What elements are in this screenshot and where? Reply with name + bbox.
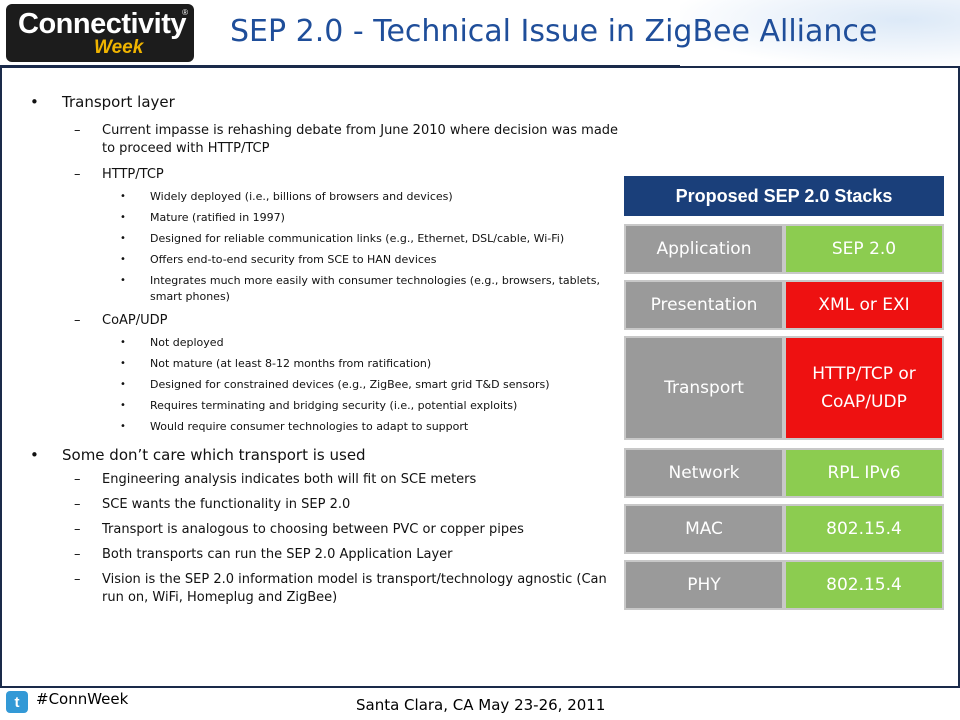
stack-row-mac: MAC 802.15.4 xyxy=(624,504,944,554)
stack-row-network: Network RPL IPv6 xyxy=(624,448,944,498)
stack-row-transport: Transport HTTP/TCP or CoAP/UDP xyxy=(624,336,944,440)
layer-value: 802.15.4 xyxy=(784,560,944,610)
layer-value: SEP 2.0 xyxy=(784,224,944,274)
coap-point: Would require consumer technologies to a… xyxy=(30,419,620,435)
coap-point: Not mature (at least 8-12 months from ra… xyxy=(30,356,620,372)
http-point: Mature (ratified in 1997) xyxy=(30,210,620,226)
layer-name: MAC xyxy=(624,504,784,554)
care-point: Both transports can run the SEP 2.0 Appl… xyxy=(30,546,620,564)
footer-location: Santa Clara, CA May 23-26, 2011 xyxy=(356,696,606,714)
care-point: Transport is analogous to choosing betwe… xyxy=(30,521,620,539)
logo-main-text: Connectivity xyxy=(18,8,187,40)
layer-name: Application xyxy=(624,224,784,274)
layer-value: RPL IPv6 xyxy=(784,448,944,498)
stack-row-application: Application SEP 2.0 xyxy=(624,224,944,274)
connectivity-week-logo: Connectivity Week ® xyxy=(6,4,194,62)
layer-name: Transport xyxy=(624,336,784,440)
coap-point: Requires terminating and bridging securi… xyxy=(30,398,620,414)
http-point: Widely deployed (i.e., billions of brows… xyxy=(30,189,620,205)
bullet-transport-layer: Transport layer xyxy=(30,92,620,112)
stack-row-presentation: Presentation XML or EXI xyxy=(624,280,944,330)
stack-title: Proposed SEP 2.0 Stacks xyxy=(624,176,944,216)
layer-name: PHY xyxy=(624,560,784,610)
logo-trademark: ® xyxy=(182,8,188,17)
bullet-dont-care: Some don’t care which transport is used xyxy=(30,445,620,465)
footer-hashtag: #ConnWeek xyxy=(36,690,129,708)
coap-point: Designed for constrained devices (e.g., … xyxy=(30,377,620,393)
bullet-content: Transport layer Current impasse is rehas… xyxy=(30,92,620,607)
slide-title: SEP 2.0 - Technical Issue in ZigBee Alli… xyxy=(230,14,878,49)
logo-sub-text: Week xyxy=(94,37,144,58)
slide-header: Connectivity Week ® SEP 2.0 - Technical … xyxy=(0,0,960,68)
stack-row-phy: PHY 802.15.4 xyxy=(624,560,944,610)
http-point: Offers end-to-end security from SCE to H… xyxy=(30,252,620,268)
coap-point: Not deployed xyxy=(30,335,620,351)
http-point: Designed for reliable communication link… xyxy=(30,231,620,247)
content-frame xyxy=(0,68,960,688)
layer-value: HTTP/TCP or CoAP/UDP xyxy=(784,336,944,440)
sub-bullet-coap-udp: CoAP/UDP xyxy=(30,312,620,330)
twitter-icon: t xyxy=(6,691,28,713)
sub-bullet-impasse: Current impasse is rehashing debate from… xyxy=(30,122,620,158)
care-point: SCE wants the functionality in SEP 2.0 xyxy=(30,496,620,514)
layer-name: Network xyxy=(624,448,784,498)
layer-name: Presentation xyxy=(624,280,784,330)
layer-value: 802.15.4 xyxy=(784,504,944,554)
care-point: Vision is the SEP 2.0 information model … xyxy=(30,571,620,607)
layer-value: XML or EXI xyxy=(784,280,944,330)
care-point: Engineering analysis indicates both will… xyxy=(30,471,620,489)
header-background xyxy=(680,0,960,66)
sub-bullet-http-tcp: HTTP/TCP xyxy=(30,166,620,184)
http-point: Integrates much more easily with consume… xyxy=(30,273,620,305)
